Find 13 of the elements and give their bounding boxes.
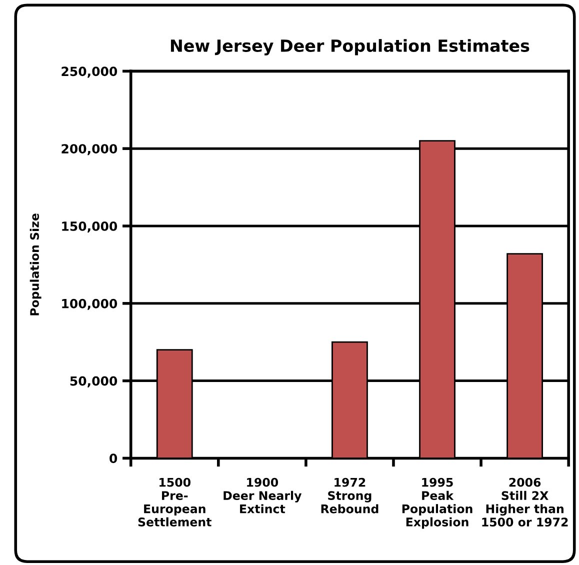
chart-title: New Jersey Deer Population Estimates <box>170 39 530 56</box>
y-tick-label: 0 <box>110 454 118 464</box>
y-tick-label: 250,000 <box>62 66 118 78</box>
x-tick-label: 1900 Deer Nearly Extinct <box>224 478 302 514</box>
y-tick-label: 200,000 <box>62 144 118 156</box>
x-tick-label: 2006 Still 2X Higher than 1500 or 1972 <box>482 478 568 527</box>
y-tick-label: 150,000 <box>62 221 118 233</box>
y-tick-label: 100,000 <box>62 298 118 310</box>
y-axis-title: Population Size <box>30 214 42 316</box>
y-tick-label: 50,000 <box>70 376 118 388</box>
x-tick-label: 1995 Peak Population Explosion <box>402 478 472 529</box>
x-tick-label: 1972 Strong Rebound <box>321 478 378 514</box>
x-tick-label: 1500 Pre- European Settlement <box>138 478 212 526</box>
